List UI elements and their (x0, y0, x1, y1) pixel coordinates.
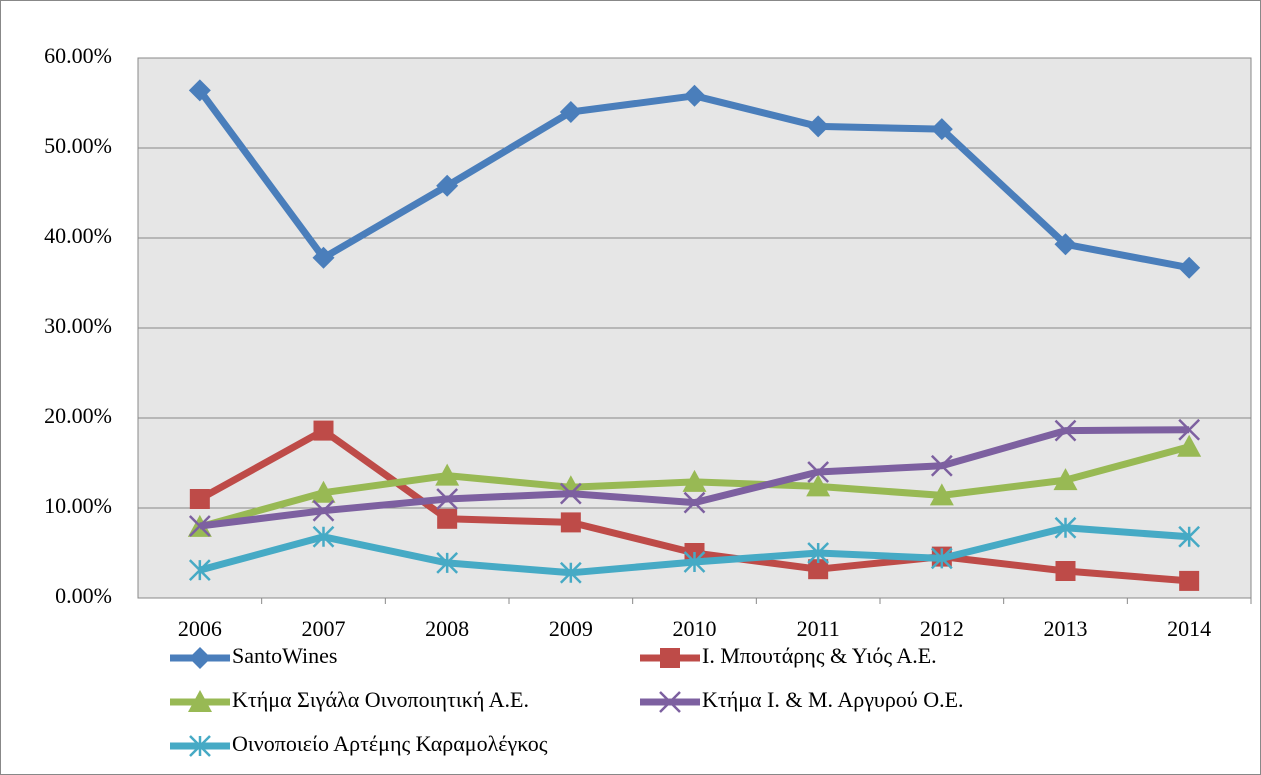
marker (1055, 561, 1076, 581)
marker (808, 559, 829, 580)
marker (312, 499, 335, 522)
marker (1178, 525, 1201, 548)
y-tick-label: 0.00% (55, 583, 112, 608)
marker (188, 79, 211, 102)
marker (1053, 468, 1078, 491)
x-tick-label: 2006 (178, 616, 222, 641)
marker (930, 454, 953, 477)
y-tick-label: 40.00% (44, 223, 112, 248)
marker (1054, 419, 1077, 442)
marker (437, 508, 458, 529)
marker (559, 561, 582, 584)
y-tick-label: 60.00% (44, 43, 112, 68)
marker (1178, 256, 1201, 279)
marker (807, 542, 830, 564)
marker (682, 469, 707, 492)
legend-marker (189, 647, 211, 669)
marker (683, 84, 706, 107)
y-tick-label: 10.00% (44, 493, 112, 518)
legend-marker (660, 648, 680, 668)
marker (1177, 434, 1202, 457)
marker (929, 483, 954, 506)
marker (313, 420, 334, 441)
y-tick-label: 20.00% (44, 403, 112, 428)
marker (930, 547, 953, 570)
marker (683, 491, 706, 514)
x-tick-label: 2007 (302, 616, 346, 641)
marker (436, 488, 459, 510)
marker (311, 480, 336, 503)
legend-label: Κτήμα Ι. & Μ. Αργυρού Ο.Ε. (702, 687, 964, 712)
x-tick-label: 2011 (797, 616, 840, 641)
marker (189, 489, 210, 509)
marker (312, 246, 335, 269)
marker (806, 474, 831, 497)
x-tick-label: 2014 (1167, 616, 1211, 641)
marker (930, 118, 953, 141)
marker (188, 515, 211, 537)
marker (1179, 570, 1200, 591)
x-tick-label: 2012 (920, 616, 964, 641)
x-tick-label: 2009 (549, 616, 593, 641)
legend-label: SantoWines (232, 643, 337, 668)
marker (1054, 233, 1077, 256)
legend-marker (188, 690, 212, 712)
x-tick-label: 2013 (1044, 616, 1088, 641)
legend-label: Ι. Μπουτάρης & Υιός Α.Ε. (702, 643, 937, 668)
y-tick-label: 30.00% (44, 313, 112, 338)
marker (188, 559, 211, 581)
marker (1178, 418, 1201, 441)
legend-marker (659, 691, 681, 713)
marker (1054, 516, 1077, 539)
marker (435, 463, 460, 486)
marker (559, 482, 582, 505)
marker (436, 552, 459, 574)
marker (559, 101, 582, 123)
marker (807, 115, 830, 138)
legend-label: Οινοποιείο Αρτέμης Καραμολέγκος (232, 731, 548, 756)
x-tick-label: 2010 (673, 616, 717, 641)
marker (683, 551, 706, 573)
marker (560, 512, 581, 533)
marker (312, 525, 335, 548)
y-tick-label: 50.00% (44, 133, 112, 158)
marker (436, 174, 459, 197)
legend-label: Κτήμα Σιγάλα Οινοποιητική Α.Ε. (232, 687, 529, 712)
x-tick-label: 2008 (425, 616, 469, 641)
marker (807, 461, 830, 483)
legend-marker (189, 735, 211, 757)
